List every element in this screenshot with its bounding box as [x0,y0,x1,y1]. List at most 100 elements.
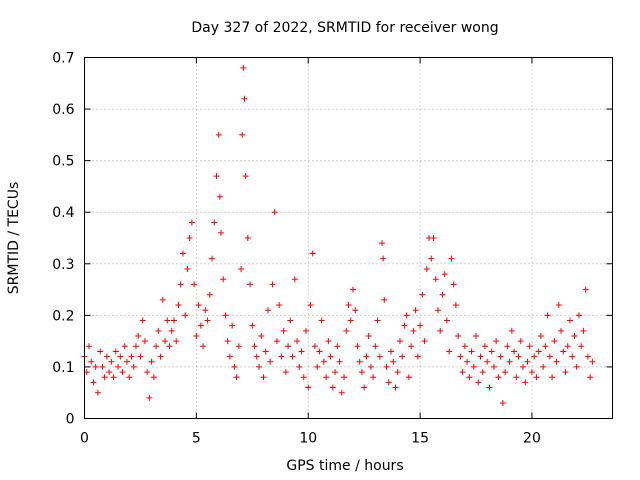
data-point [215,131,222,138]
data-point [296,363,303,370]
data-point [365,332,372,339]
data-point [130,363,137,370]
data-point [566,317,573,324]
data-point [256,363,263,370]
data-point [410,327,417,334]
data-point [524,358,531,365]
data-point [343,327,350,334]
data-point [455,332,462,339]
data-point [363,353,370,360]
data-point [318,317,325,324]
data-point [394,369,401,376]
data-point [452,302,459,309]
data-point [417,322,424,329]
y-tick-label: 0.6 [52,102,74,118]
data-point [490,363,497,370]
data-point [589,358,596,365]
data-point [412,307,419,314]
data-point [251,343,258,350]
data-point [352,307,359,314]
data-point [511,348,518,355]
data-point [361,384,368,391]
data-point [267,358,274,365]
x-tick-label: 20 [523,431,541,447]
data-point [119,369,126,376]
data-point [388,348,395,355]
data-point [383,363,390,370]
data-point [231,363,238,370]
data-point [294,338,301,345]
data-point [282,369,289,376]
data-point [356,358,363,365]
data-point [135,332,142,339]
data-point [108,358,115,365]
data-point [90,379,97,386]
data-point [103,353,110,360]
data-point [260,374,267,381]
data-point [515,353,522,360]
data-point [347,317,354,324]
data-point [504,343,511,350]
y-tick-label: 0.1 [52,360,74,376]
data-point [461,343,468,350]
data-point [280,327,287,334]
data-point [332,369,339,376]
data-point [99,363,106,370]
data-point [285,343,292,350]
data-point [464,358,471,365]
data-point [477,353,484,360]
plot-frame [84,57,613,419]
data-point [146,394,153,401]
data-point [141,338,148,345]
data-point [385,379,392,386]
data-point [244,235,251,241]
data-point [338,389,345,396]
data-point [569,353,576,360]
data-point [289,353,296,360]
data-point [179,250,186,257]
data-point [582,286,589,293]
y-tick-label: 0.4 [52,205,74,221]
data-point [403,312,410,319]
data-point [423,265,430,272]
data-point [380,255,387,262]
data-point [430,235,437,241]
data-point [242,173,249,180]
data-point [434,307,441,314]
data-point [533,374,540,381]
y-tick-label: 0.5 [52,154,74,170]
data-point [549,374,556,381]
data-point [560,348,567,355]
points-layer [81,64,596,407]
data-point [249,322,256,329]
data-point [428,255,435,262]
data-point [419,291,426,298]
data-point [405,374,412,381]
data-point [258,332,265,339]
data-point [209,255,216,262]
data-point [443,317,450,324]
data-point [287,317,294,324]
data-point [128,353,135,360]
data-point [184,265,191,272]
data-point [204,317,211,324]
data-point [302,327,309,334]
data-point [186,235,193,241]
data-point [110,374,117,381]
data-point [437,327,444,334]
data-point [182,312,189,319]
data-point [92,363,99,370]
data-point [542,343,549,350]
data-point [497,353,504,360]
data-point [584,353,591,360]
data-point [546,353,553,360]
data-point [327,353,334,360]
data-point [126,374,133,381]
data-point [177,281,184,288]
data-point [150,374,157,381]
data-point [85,343,92,350]
data-point [155,327,162,334]
x-axis-label: GPS time / hours [286,458,403,474]
